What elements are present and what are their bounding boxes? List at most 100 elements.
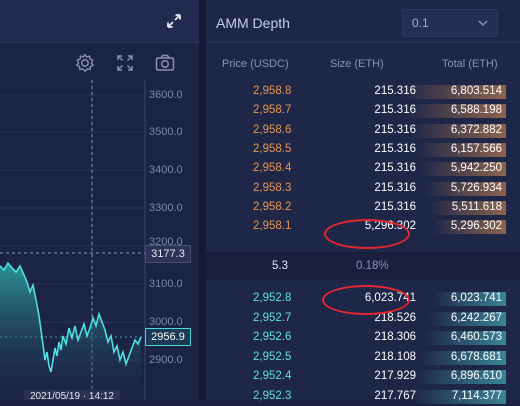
price-chart-panel: 3600.0 3500.0 3400.0 3300.0 3200.0 3100.… [0,0,199,400]
row-size: 218.526 [374,311,416,324]
ask-order-row[interactable]: 2,958.3 215.316 5,726.934 [206,180,520,198]
row-total: 5,296.302 [450,220,502,233]
row-size: 215.316 [374,104,416,117]
chart-header [0,0,199,43]
y-axis-tick: 2900.0 [149,354,183,366]
depth-bar [425,181,506,196]
row-total: 6,372.882 [450,123,502,136]
row-price: 2,952.6 [253,331,292,344]
spread-row: 5.3 0.18% [206,252,520,280]
ask-order-row[interactable]: 2,958.5 215.316 6,157.566 [206,141,520,159]
bid-order-row[interactable]: 2,952.4 217.929 6,896.610 [206,368,520,386]
row-size: 215.316 [374,200,416,213]
depth-title: AMM Depth [216,15,290,31]
row-price: 2,952.8 [253,292,292,304]
depth-bar [425,331,506,346]
y-axis-tick: 3300.0 [149,202,183,214]
row-total: 5,726.934 [450,181,502,194]
row-size: 6,023.741 [364,292,416,304]
y-axis-tick: 3000.0 [149,316,183,328]
settings-gear-icon[interactable] [74,52,96,74]
row-total: 6,896.610 [450,370,502,383]
row-price: 2,958.2 [253,200,292,213]
row-price: 2,958.5 [253,142,292,155]
depth-bar [420,162,506,177]
ask-order-row[interactable]: 2,958.2 215.316 5,511.618 [206,199,520,217]
y-axis-tick: 3600.0 [149,89,183,101]
depth-bar [406,104,506,119]
ask-order-row[interactable]: 2,958.8 215.316 6,803.514 [206,83,520,101]
ask-order-row[interactable]: 2,958.7 215.316 6,588.198 [206,102,520,120]
row-size: 215.316 [374,123,416,136]
row-price: 2,958.8 [253,85,292,97]
price-line [0,261,142,373]
row-price: 2,952.4 [253,370,292,383]
bid-order-row[interactable]: 2,952.8 6,023.741 6,023.741 [206,290,520,308]
row-price: 2,958.7 [253,104,292,117]
row-size: 218.306 [374,331,416,344]
spread-percent: 0.18% [356,260,389,272]
bid-order-row[interactable]: 2,952.7 218.526 6,242.267 [206,310,520,328]
header-divider [206,42,520,43]
row-total: 7,114.377 [451,390,502,402]
ask-order-row[interactable]: 2,958.1 5,296.302 5,296.302 [206,218,520,236]
price-chart [0,80,146,400]
depth-bar [416,370,506,385]
ask-order-row[interactable]: 2,958.4 215.316 5,942.250 [206,160,520,178]
row-total: 6,803.514 [450,85,502,97]
fullscreen-icon[interactable] [114,52,136,74]
chevron-down-icon [478,20,488,27]
depth-bar [401,85,506,99]
row-price: 2,958.6 [253,123,292,136]
depth-bar [420,350,506,365]
row-size: 217.929 [374,370,416,383]
depth-bar [429,200,506,215]
precision-select[interactable]: 0.1 [402,9,498,37]
row-total: 6,242.267 [450,311,502,324]
y-axis-tick: 3500.0 [149,126,183,138]
spread-value: 5.3 [272,260,288,272]
depth-bar [433,292,506,306]
row-total: 6,023.741 [450,292,502,304]
row-price: 2,952.3 [253,390,292,402]
row-total: 6,588.198 [450,104,502,117]
crosshair-time-label: 2021/05/19 · 14:12 [24,390,120,400]
row-size: 215.316 [374,85,416,97]
panel-divider [199,0,206,400]
camera-icon[interactable] [154,52,176,74]
amm-depth-panel: AMM Depth 0.1 Price (USDC) Size (ETH) To… [206,0,520,404]
row-price: 2,952.7 [253,311,292,324]
row-price: 2,958.4 [253,162,292,175]
depth-bar [411,123,506,138]
y-axis-tick: 3400.0 [149,164,183,176]
row-size: 218.108 [374,350,416,363]
row-size: 5,296.302 [364,220,416,233]
row-size: 215.316 [374,181,416,194]
crosshair-price-tag: 3177.3 [145,245,191,263]
bid-order-row[interactable]: 2,952.5 218.108 6,678.681 [206,349,520,367]
row-total: 5,511.618 [451,200,502,213]
row-total: 5,942.250 [450,162,502,175]
depth-bar [433,220,506,235]
last-price-tag: 2956.9 [145,328,191,346]
column-header-price: Price (USDC) [222,58,289,70]
bid-order-row[interactable]: 2,952.6 218.306 6,460.573 [206,329,520,347]
depth-bar [429,311,506,326]
column-header-total: Total (ETH) [442,58,498,70]
ask-order-row[interactable]: 2,958.6 215.316 6,372.882 [206,122,520,140]
row-size: 215.316 [374,142,416,155]
bid-order-row[interactable]: 2,952.3 217.767 7,114.377 [206,388,520,406]
row-total: 6,157.566 [450,142,502,155]
row-size: 215.316 [374,162,416,175]
depth-bar [416,142,506,157]
row-size: 217.767 [374,390,416,402]
expand-icon[interactable] [165,12,183,30]
row-price: 2,952.5 [253,350,292,363]
row-total: 6,460.573 [450,331,502,344]
row-total: 6,678.681 [450,350,502,363]
column-header-size: Size (ETH) [330,58,384,70]
row-price: 2,958.1 [253,220,292,233]
row-price: 2,958.3 [253,181,292,194]
precision-value: 0.1 [412,16,429,30]
y-axis-tick: 3100.0 [149,278,183,290]
